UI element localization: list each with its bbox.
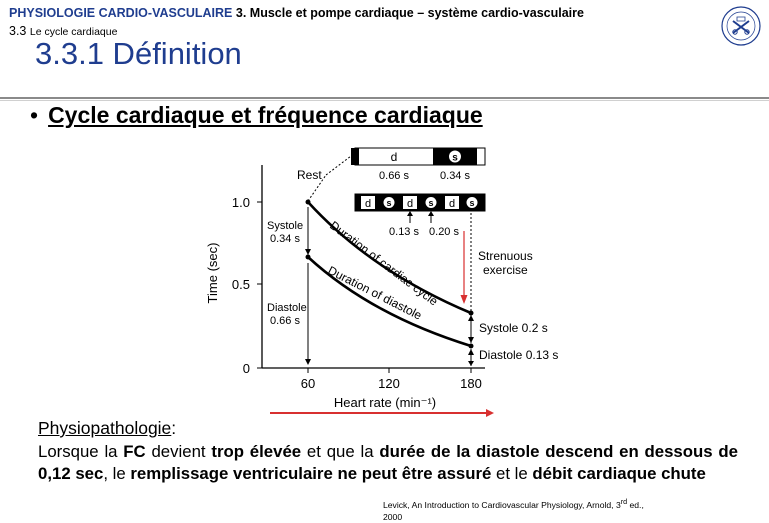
physio-heading-text: Physiopathologie: [38, 418, 172, 438]
para-part-1: Lorsque la: [38, 442, 124, 461]
diastole-left-label: Diastole: [267, 302, 307, 314]
systole-left-label: Systole: [267, 220, 303, 232]
x-axis-label: Heart rate (min⁻¹): [334, 395, 436, 410]
systole-arrow-head: [305, 249, 311, 255]
para-bold-3: durée de la diastole descend en dessous …: [38, 442, 738, 483]
series-diastole: [307, 256, 472, 348]
section-number: 3.3: [9, 24, 27, 38]
systole-right-arrow-down: [468, 337, 474, 343]
course-header: PHYSIOLOGIE CARDIO-VASCULAIRE 3. Muscle …: [9, 6, 584, 20]
diastole-right-arrow-down: [468, 361, 474, 366]
red-arrow-head-icon: [486, 408, 494, 417]
para-part-2: devient: [145, 442, 212, 461]
para-bold-1: FC: [123, 442, 146, 461]
red-arrow-line: [270, 412, 488, 414]
university-seal-icon: [721, 6, 761, 46]
ex-bar-s-dot-2: [425, 197, 437, 208]
rest-leader-1: [325, 152, 356, 176]
diastole-right-arrow-up: [468, 349, 474, 355]
physio-heading: Physiopathologie:: [38, 418, 176, 439]
point-diastole-60: [305, 254, 311, 260]
series-label-diastole: Duration of diastole: [326, 263, 425, 323]
bullet-heading: • Cycle cardiaque et fréquence cardiaque: [30, 102, 483, 129]
diastole-right-label: Diastole 0.13 s: [479, 348, 558, 362]
ref-line1: Levick, An Introduction to Cardiovascula…: [383, 499, 621, 510]
ex-s-pointer-head: [428, 211, 434, 216]
section-header: 3.3 Le cycle cardiaque: [9, 24, 117, 38]
strenuous-arrow-head: [460, 295, 468, 304]
ex-d-duration: 0.13 s: [389, 226, 419, 238]
title-divider: [0, 97, 769, 99]
point-cycle-180: [468, 310, 474, 316]
point-diastole-180: [468, 343, 474, 349]
ex-bar-d2: [403, 196, 417, 209]
ex-bar-s-3: s: [469, 198, 474, 208]
ex-s-duration: 0.20 s: [429, 226, 459, 238]
course-name: PHYSIOLOGIE CARDIO-VASCULAIRE: [9, 6, 233, 20]
ref-line1-end: ed.,: [627, 499, 644, 510]
ex-bar-d-3: d: [449, 198, 455, 210]
bullet-text: Cycle cardiaque et fréquence cardiaque: [48, 102, 483, 128]
series-cardiac-cycle: [307, 201, 472, 315]
diastole-left-value: 0.66 s: [270, 315, 300, 327]
physio-heading-colon: :: [171, 418, 177, 438]
x-tick-label-180: 180: [460, 376, 482, 391]
para-bold-2: trop élevée: [211, 442, 302, 461]
ex-bar-s-dot-1: [383, 197, 395, 208]
title-divider-shadow: [0, 100, 769, 101]
point-cycle-60: [305, 199, 311, 205]
para-part-5: et le: [491, 464, 533, 483]
strenuous-label-1: Strenuous: [478, 249, 533, 263]
y-axis-label: Time (sec): [205, 243, 220, 304]
y-tick-label-05: 0.5: [232, 277, 250, 292]
y-tick-label-1: 1.0: [232, 195, 250, 210]
rest-d-duration: 0.66 s: [379, 170, 409, 182]
systole-right-label: Systole 0.2 s: [479, 321, 548, 335]
x-tick-label-120: 120: [378, 376, 400, 391]
ex-bar-s-2: s: [428, 198, 433, 208]
ex-bar-s-1: s: [386, 198, 391, 208]
para-part-3: et que la: [301, 442, 380, 461]
ex-d-pointer-head: [407, 211, 413, 216]
rest-bar-s: s: [452, 153, 458, 164]
chapter-name: 3. Muscle et pompe cardiaque – système c…: [235, 6, 584, 20]
ex-bar-d1: [361, 196, 375, 209]
y-tick-label-0: 0: [243, 361, 250, 376]
strenuous-label-2: exercise: [483, 263, 528, 277]
ex-bar-d-1: d: [365, 198, 371, 210]
x-tick-label-60: 60: [301, 376, 315, 391]
reference-citation: Levick, An Introduction to Cardiovascula…: [383, 496, 693, 523]
diastole-arrow-head: [305, 359, 311, 365]
ex-bar-d-2: d: [407, 198, 413, 210]
para-part-4: , le: [103, 464, 131, 483]
section-name: Le cycle cardiaque: [29, 26, 118, 38]
ex-bar-s-dot-3: [466, 197, 478, 208]
systole-left-value: 0.34 s: [270, 233, 300, 245]
rest-s-duration: 0.34 s: [440, 170, 470, 182]
systole-right-arrow-up: [468, 315, 474, 321]
rest-bar-s-dot: [449, 150, 461, 163]
para-bold-5: débit cardiaque chute: [532, 464, 706, 483]
ex-bar-d3: [445, 196, 459, 209]
rest-leader-2: [307, 174, 327, 202]
bullet-symbol: •: [30, 102, 39, 128]
rest-label: Rest: [297, 168, 322, 182]
physio-paragraph: Lorsque la FC devient trop élevée et que…: [38, 441, 738, 485]
rest-bar-left-pad: [351, 148, 359, 165]
cardiac-cycle-chart: 1.0 0.5 0 60 120 180 Heart rate (min⁻¹) …: [205, 147, 558, 410]
para-bold-4: remplissage ventriculaire ne peut être a…: [130, 464, 492, 483]
page-title: 3.3.1 Définition: [35, 36, 242, 71]
rest-bar-d: d: [391, 150, 398, 164]
ref-sup: rd: [620, 498, 628, 506]
